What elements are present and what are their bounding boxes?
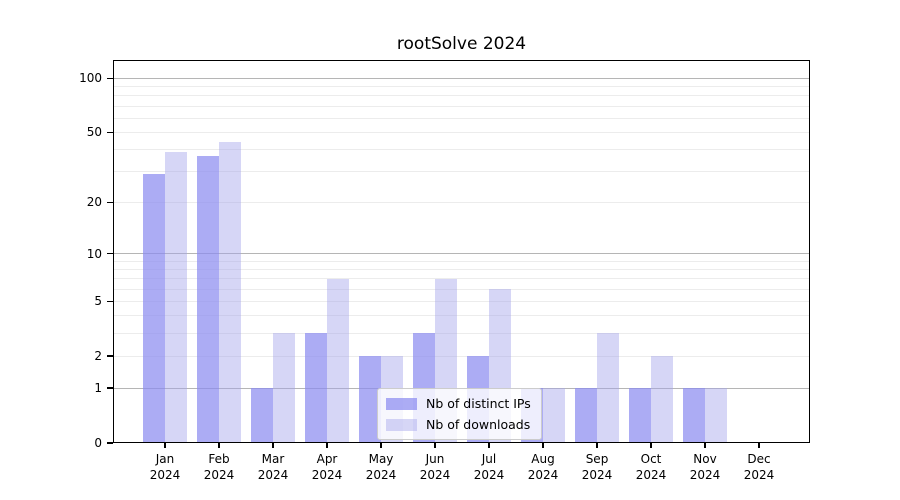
gridline-4: [113, 315, 810, 317]
bar-distinct-ips-may: [359, 356, 381, 443]
x-tick-label-feb: Feb 2024: [203, 452, 235, 482]
bar-distinct-ips-apr: [305, 333, 327, 443]
x-tick-sep: [596, 443, 598, 448]
gridline-10: [113, 253, 810, 255]
y-tick-label-0: 0: [94, 436, 102, 450]
gridline-3: [113, 332, 810, 334]
gridline-50: [113, 131, 810, 133]
x-tick-jan: [164, 443, 166, 448]
x-tick-label-jun: Jun 2024: [419, 452, 451, 482]
chart-title: rootSolve 2024: [396, 34, 527, 54]
y-tick-label-5: 5: [94, 294, 102, 309]
gridline-20: [113, 201, 810, 203]
x-tick-label-apr: Apr 2024: [311, 452, 343, 482]
bar-downloads-oct: [651, 356, 673, 443]
x-tick-may: [380, 443, 382, 448]
gridline-8: [113, 268, 810, 270]
gridline-9: [113, 260, 810, 262]
x-tick-label-dec: Dec 2024: [743, 452, 775, 482]
y-tick-0: [107, 442, 113, 444]
plot-area: Nb of distinct IPs Nb of downloads: [113, 60, 810, 443]
bar-downloads-feb: [219, 142, 241, 443]
x-tick-jul: [488, 443, 490, 448]
x-tick-label-aug: Aug 2024: [527, 452, 559, 482]
y-tick-5: [107, 300, 113, 303]
bar-layer: [113, 60, 810, 443]
legend-row-downloads: Nb of downloads: [386, 414, 531, 435]
legend-label-downloads: Nb of downloads: [426, 417, 531, 432]
x-tick-dec: [758, 443, 760, 448]
legend-swatch-distinct-ips: [386, 397, 417, 410]
bar-downloads-sep: [597, 333, 619, 443]
x-tick-jun: [434, 443, 436, 448]
gridline-40: [113, 149, 810, 151]
bar-downloads-nov: [705, 388, 727, 443]
x-tick-oct: [650, 443, 652, 448]
bar-distinct-ips-feb: [197, 155, 219, 443]
bar-distinct-ips-mar: [251, 388, 273, 443]
y-tick-label-20: 20: [86, 195, 102, 210]
gridline-layer: [113, 60, 810, 443]
y-tick-1: [107, 387, 113, 389]
legend-swatch-downloads: [386, 418, 417, 431]
x-tick-label-mar: Mar 2024: [257, 452, 289, 482]
bar-downloads-jan: [165, 151, 187, 443]
bar-distinct-ips-sep: [575, 388, 597, 443]
gridline-2: [113, 355, 810, 357]
gridline-70: [113, 105, 810, 107]
gridline-5: [113, 300, 810, 302]
y-tick-100: [107, 77, 113, 80]
legend: Nb of distinct IPs Nb of downloads: [377, 388, 542, 440]
x-tick-label-oct: Oct 2024: [635, 452, 667, 482]
bar-distinct-ips-jan: [143, 174, 165, 443]
x-tick-label-jul: Jul 2024: [473, 452, 505, 482]
y-tick-10: [107, 252, 113, 255]
y-tick-50: [107, 131, 113, 134]
x-tick-label-nov: Nov 2024: [689, 452, 721, 482]
x-tick-feb: [218, 443, 220, 448]
y-tick-label-100: 100: [79, 71, 102, 86]
y-tick-label-1: 1: [94, 381, 102, 396]
gridline-6: [113, 288, 810, 290]
y-tick-label-50: 50: [86, 125, 102, 140]
bar-downloads-apr: [327, 278, 349, 443]
x-tick-label-may: May 2024: [365, 452, 397, 482]
x-tick-label-sep: Sep 2024: [581, 452, 613, 482]
gridline-90: [113, 86, 810, 88]
bar-distinct-ips-nov: [683, 388, 705, 443]
gridline-60: [113, 117, 810, 119]
x-tick-aug: [542, 443, 544, 448]
y-tick-label-10: 10: [86, 246, 102, 261]
x-tick-apr: [326, 443, 328, 448]
bar-downloads-aug: [543, 388, 565, 443]
gridline-30: [113, 171, 810, 173]
legend-row-distinct-ips: Nb of distinct IPs: [386, 393, 531, 414]
legend-label-distinct-ips: Nb of distinct IPs: [426, 396, 531, 411]
x-tick-label-jan: Jan 2024: [149, 452, 181, 482]
x-tick-nov: [704, 443, 706, 448]
bar-downloads-mar: [273, 333, 295, 443]
y-tick-2: [107, 355, 113, 357]
gridline-80: [113, 95, 810, 97]
axis-spines: [113, 60, 810, 443]
y-tick-label-2: 2: [94, 349, 102, 364]
gridline-100: [113, 77, 810, 79]
bar-distinct-ips-oct: [629, 388, 651, 443]
y-tick-20: [107, 201, 113, 204]
x-tick-mar: [272, 443, 274, 448]
gridline-7: [113, 278, 810, 280]
